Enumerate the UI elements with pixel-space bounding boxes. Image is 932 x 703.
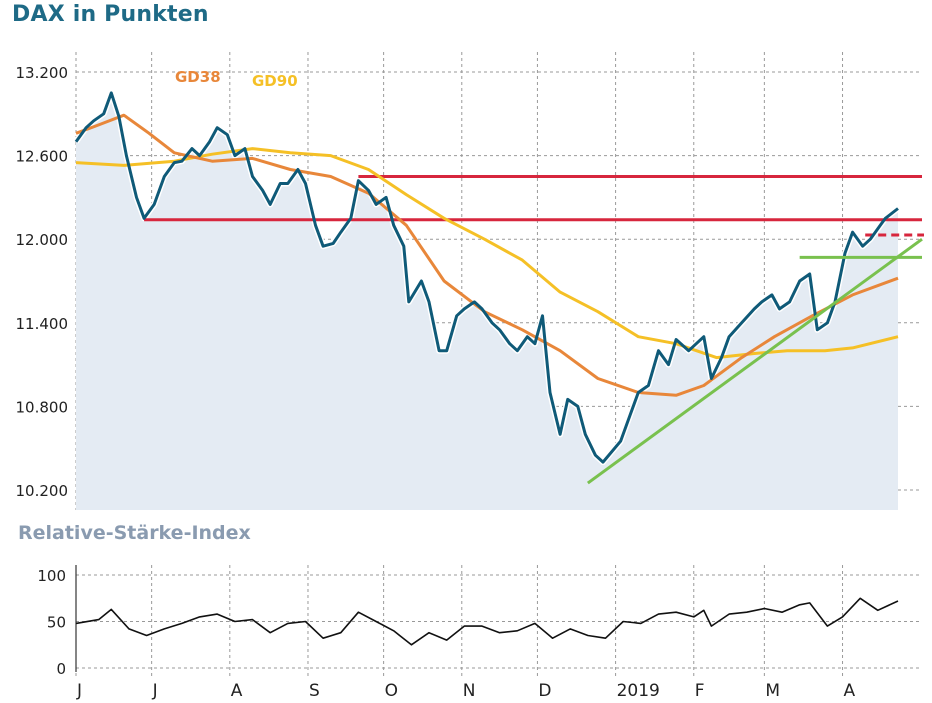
main-y-tick-2: 11.400 bbox=[16, 315, 69, 333]
support-lines bbox=[586, 237, 923, 485]
rsi-y-tick-1: 50 bbox=[47, 614, 66, 632]
main-y-tick-3: 12.000 bbox=[16, 231, 69, 249]
gd38-line bbox=[75, 113, 899, 397]
main-y-tick-1: 10.800 bbox=[16, 398, 69, 416]
x-tick-2: A bbox=[231, 681, 243, 701]
x-tick-8: F bbox=[695, 681, 705, 701]
legend-gd38: GD38 bbox=[175, 68, 221, 86]
x-tick-4: O bbox=[385, 681, 398, 701]
x-tick-5: N bbox=[463, 681, 476, 701]
main-y-tick-4: 12.600 bbox=[16, 148, 69, 166]
x-tick-1: J bbox=[152, 681, 158, 701]
legend-gd90: GD90 bbox=[252, 72, 298, 90]
x-tick-9: M bbox=[765, 681, 780, 701]
x-tick-6: D bbox=[538, 681, 551, 701]
rsi-y-tick-2: 100 bbox=[37, 567, 66, 585]
x-tick-0: J bbox=[76, 681, 82, 701]
x-tick-7: 2019 bbox=[617, 681, 660, 701]
dax-line bbox=[74, 91, 899, 464]
rsi-y-ticks: 0 50 100 bbox=[37, 567, 66, 678]
rsi-line bbox=[75, 597, 899, 646]
main-y-ticks: 10.200 10.800 11.400 12.000 12.600 13.200 bbox=[16, 64, 69, 500]
resistance-lines bbox=[144, 175, 924, 237]
x-tick-3: S bbox=[309, 681, 320, 701]
trend-line-1 bbox=[586, 237, 923, 485]
chart-title: DAX in Punkten bbox=[12, 2, 209, 27]
main-y-tick-0: 10.200 bbox=[16, 482, 69, 500]
x-tick-10: A bbox=[844, 681, 856, 701]
month-tick-labels: J J A S O N D 2019 F M A bbox=[76, 681, 856, 701]
main-y-tick-5: 13.200 bbox=[16, 64, 69, 82]
rsi-grid bbox=[75, 565, 922, 676]
rsi-y-tick-0: 0 bbox=[56, 660, 66, 678]
rsi-title: Relative-Stärke-Index bbox=[18, 522, 251, 544]
